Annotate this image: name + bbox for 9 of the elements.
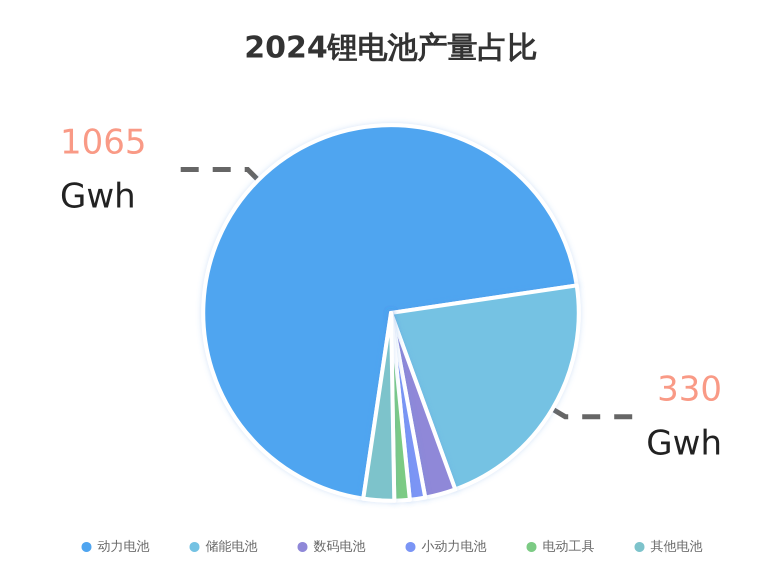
legend-label: 动力电池	[98, 540, 150, 554]
legend-label: 储能电池	[206, 540, 258, 554]
legend-label: 其他电池	[650, 540, 702, 554]
data-label: 1065 Gwh	[60, 122, 147, 216]
data-label: 330 Gwh	[646, 370, 722, 464]
legend-label: 数码电池	[314, 540, 366, 554]
legend-label: 小动力电池	[422, 540, 486, 554]
legend-label: 电动工具	[542, 540, 594, 554]
chart-title: 2024锂电池产量占比	[244, 30, 538, 66]
